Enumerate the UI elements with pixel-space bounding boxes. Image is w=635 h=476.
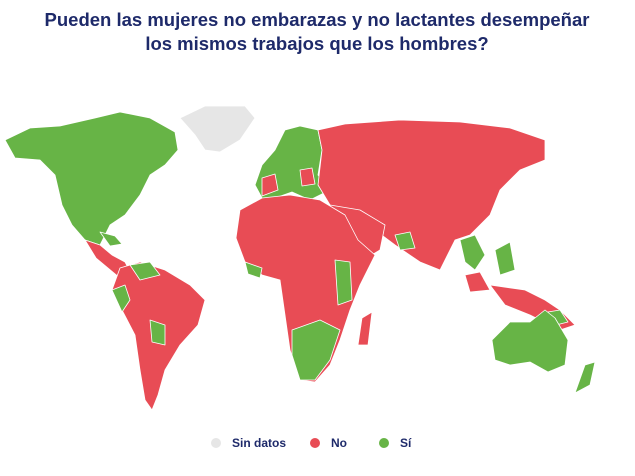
region [464,271,491,293]
legend-swatch [211,438,221,448]
legend-swatch [379,438,389,448]
region [235,194,376,383]
legend-label: Sin datos [232,436,286,450]
region [99,231,123,247]
region [459,234,486,271]
region [111,284,131,313]
legend-swatch [310,438,320,448]
region [179,105,256,153]
region [129,261,161,281]
region [149,319,166,346]
region [394,231,416,251]
region [491,309,569,373]
legend: Sin datos No Sí [211,436,412,450]
legend-label: No [331,436,347,450]
region [357,311,373,346]
region [261,173,279,197]
region [244,261,263,279]
title-line: Pueden las mujeres no embarazas y no lac… [45,9,590,30]
region [291,319,341,381]
region [334,259,353,306]
legend-label: Sí [400,436,412,450]
world-map [4,105,596,411]
title-line: los mismos trabajos que los hombres? [145,33,488,54]
region [299,167,316,187]
region [574,361,596,394]
region [4,111,179,246]
region [494,241,516,276]
